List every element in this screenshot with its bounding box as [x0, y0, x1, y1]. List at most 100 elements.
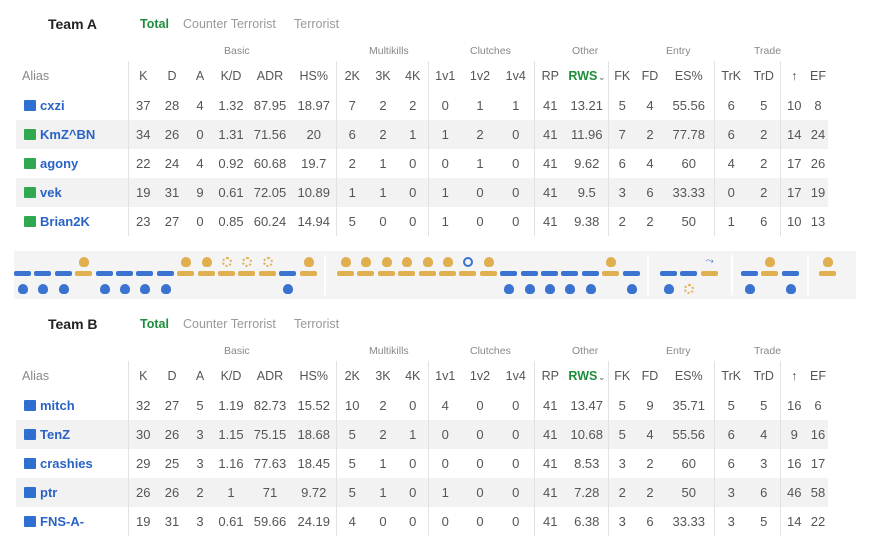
- round-result-bar[interactable]: [700, 271, 718, 276]
- stat-ef: 58: [808, 478, 828, 507]
- team-a-tab-terrorist[interactable]: Terrorist: [294, 17, 340, 31]
- player-name-link[interactable]: agony: [40, 156, 79, 171]
- column-header-fd[interactable]: FD: [636, 361, 664, 391]
- player-name-link[interactable]: KmZ^BN: [40, 127, 96, 142]
- column-header-1v2[interactable]: 1v2: [462, 61, 498, 91]
- column-header-1v4[interactable]: 1v4: [498, 361, 534, 391]
- column-header-rp[interactable]: RP: [533, 61, 566, 91]
- column-header-adr[interactable]: ADR: [248, 61, 292, 91]
- column-header-rp[interactable]: RP: [533, 361, 566, 391]
- column-header-1v1[interactable]: 1v1: [427, 61, 462, 91]
- round-result-bar[interactable]: [177, 271, 195, 276]
- round-result-bar[interactable]: [761, 271, 779, 276]
- round-result-bar[interactable]: [218, 271, 235, 276]
- round-result-bar[interactable]: [479, 271, 497, 276]
- column-header-fk[interactable]: FK: [607, 61, 636, 91]
- column-header-a[interactable]: A: [186, 61, 214, 91]
- player-name-link[interactable]: mitch: [40, 398, 75, 413]
- column-header-es[interactable]: ES%: [664, 361, 714, 391]
- round-result-bar[interactable]: [660, 271, 677, 276]
- round-result-bar[interactable]: [95, 271, 113, 276]
- player-name-link[interactable]: crashies: [40, 456, 93, 471]
- team-b-tab-terrorist[interactable]: Terrorist: [294, 317, 340, 331]
- round-result-bar[interactable]: [561, 271, 579, 276]
- round-result-bar[interactable]: [34, 271, 52, 276]
- player-name-link[interactable]: vek: [40, 185, 62, 200]
- round-result-bar[interactable]: [781, 271, 799, 276]
- round-result-bar[interactable]: [398, 271, 416, 276]
- round-result-bar[interactable]: [75, 271, 93, 276]
- round-result-bar[interactable]: [418, 271, 436, 276]
- round-result-bar[interactable]: [581, 271, 599, 276]
- column-header-rws[interactable]: RWS⌄: [566, 361, 608, 391]
- team-a-tab-counter-terrorist[interactable]: Counter Terrorist: [183, 17, 276, 31]
- round-result-bar[interactable]: [541, 271, 558, 276]
- team-b-tab-total[interactable]: Total: [140, 317, 169, 331]
- round-result-bar[interactable]: [14, 271, 31, 276]
- round-result-bar[interactable]: [238, 271, 256, 276]
- column-header-d[interactable]: D: [158, 61, 186, 91]
- column-header-4k[interactable]: 4K: [398, 361, 428, 391]
- column-header-trk[interactable]: TrK: [713, 361, 748, 391]
- team-b-tab-counter-terrorist[interactable]: Counter Terrorist: [183, 317, 276, 331]
- round-result-bar[interactable]: [377, 271, 395, 276]
- column-header-adr[interactable]: ADR: [248, 361, 292, 391]
- round-result-bar[interactable]: [136, 271, 154, 276]
- round-result-bar[interactable]: [116, 271, 133, 276]
- stat-rws: 11.96: [566, 120, 608, 149]
- round-result-bar[interactable]: [459, 271, 477, 276]
- round-result-bar[interactable]: [337, 271, 354, 276]
- round-result-bar[interactable]: [680, 271, 698, 276]
- column-header-k[interactable]: K: [127, 61, 158, 91]
- column-header-k[interactable]: K: [127, 361, 158, 391]
- column-header-rws[interactable]: RWS⌄: [566, 61, 608, 91]
- column-header-es[interactable]: ES%: [664, 61, 714, 91]
- column-header-4k[interactable]: 4K: [398, 61, 428, 91]
- column-header-ef[interactable]: EF: [808, 61, 828, 91]
- column-header-a[interactable]: A: [186, 361, 214, 391]
- column-header-2k[interactable]: 2K: [335, 361, 368, 391]
- column-header-1v2[interactable]: 1v2: [462, 361, 498, 391]
- column-header-hs[interactable]: HS%: [292, 361, 336, 391]
- player-name-link[interactable]: Brian2K: [40, 214, 90, 229]
- column-header-hs[interactable]: HS%: [292, 61, 336, 91]
- column-header-3k[interactable]: 3K: [368, 61, 398, 91]
- skull-icon: [823, 257, 833, 267]
- round-result-bar[interactable]: [439, 271, 456, 276]
- column-header-mvp[interactable]: ↑: [779, 361, 808, 391]
- column-header-kd[interactable]: K/D: [214, 361, 248, 391]
- player-name-link[interactable]: FNS-A-: [40, 514, 85, 529]
- column-header-3k[interactable]: 3K: [368, 361, 398, 391]
- round-result-bar[interactable]: [602, 271, 620, 276]
- round-result-bar[interactable]: [622, 271, 640, 276]
- column-header-kd[interactable]: K/D: [214, 61, 248, 91]
- column-header-1v4[interactable]: 1v4: [498, 61, 534, 91]
- round-result-bar[interactable]: [197, 271, 215, 276]
- round-result-bar[interactable]: [741, 271, 758, 276]
- column-header-trd[interactable]: TrD: [748, 361, 780, 391]
- round-result-bar[interactable]: [258, 271, 276, 276]
- column-header-mvp[interactable]: ↑: [779, 61, 808, 91]
- column-header-trk[interactable]: TrK: [713, 61, 748, 91]
- round-result-bar[interactable]: [54, 271, 72, 276]
- stat-k: 23: [127, 207, 158, 236]
- round-result-bar[interactable]: [819, 271, 836, 276]
- column-header-2k[interactable]: 2K: [335, 61, 368, 91]
- round-result-bar[interactable]: [299, 271, 317, 276]
- column-header-trd[interactable]: TrD: [748, 61, 780, 91]
- column-header-fk[interactable]: FK: [607, 361, 636, 391]
- round-result-bar[interactable]: [279, 271, 297, 276]
- round-result-bar[interactable]: [520, 271, 538, 276]
- column-header-ef[interactable]: EF: [808, 361, 828, 391]
- team-a-tab-total[interactable]: Total: [140, 17, 169, 31]
- round-result-bar[interactable]: [357, 271, 375, 276]
- player-name-link[interactable]: cxzi: [40, 98, 65, 113]
- column-header-fd[interactable]: FD: [636, 61, 664, 91]
- player-name-link[interactable]: TenZ: [40, 427, 71, 442]
- round-result-bar[interactable]: [500, 271, 518, 276]
- column-header-d[interactable]: D: [158, 361, 186, 391]
- column-header-1v1[interactable]: 1v1: [427, 361, 462, 391]
- round-result-bar[interactable]: [156, 271, 174, 276]
- stat-mvp: 16: [779, 391, 808, 420]
- player-name-link[interactable]: ptr: [40, 485, 58, 500]
